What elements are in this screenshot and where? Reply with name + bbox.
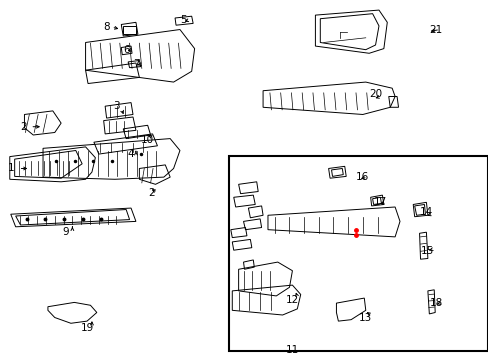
Text: 1: 1 <box>7 163 14 174</box>
Text: 7: 7 <box>132 59 139 69</box>
Text: 8: 8 <box>103 22 110 32</box>
Text: 21: 21 <box>428 24 442 35</box>
Text: 10: 10 <box>141 135 154 145</box>
Text: 14: 14 <box>419 207 432 217</box>
Text: 20: 20 <box>368 89 381 99</box>
Text: 4: 4 <box>127 149 134 159</box>
Text: 19: 19 <box>80 323 94 333</box>
Text: 3: 3 <box>113 101 120 111</box>
Text: 6: 6 <box>122 45 129 55</box>
Text: 18: 18 <box>428 298 442 308</box>
Text: 2: 2 <box>20 122 27 132</box>
Text: 9: 9 <box>62 227 69 237</box>
Text: 12: 12 <box>285 294 299 305</box>
Bar <box>228 156 487 351</box>
Text: 2: 2 <box>148 188 155 198</box>
Text: 11: 11 <box>285 345 299 355</box>
Text: 15: 15 <box>420 246 434 256</box>
Text: 16: 16 <box>355 172 369 182</box>
Text: 5: 5 <box>180 15 186 25</box>
Text: 17: 17 <box>373 197 386 207</box>
Text: 13: 13 <box>358 312 372 323</box>
